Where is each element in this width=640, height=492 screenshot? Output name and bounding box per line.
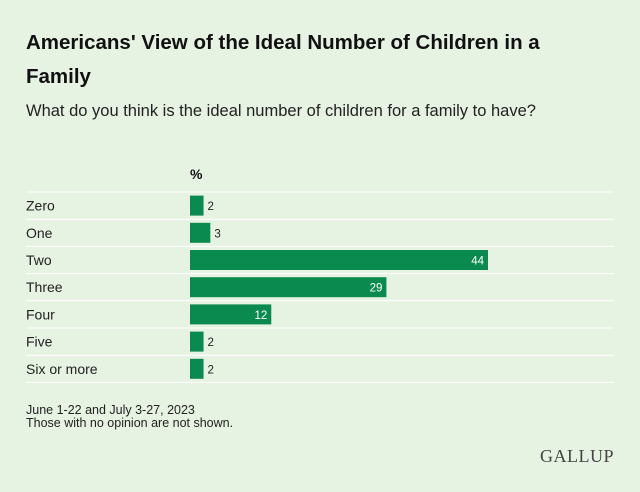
footnote-note: Those with no opinion are not shown. bbox=[26, 416, 234, 430]
bar bbox=[190, 222, 211, 243]
data-label: 2 bbox=[208, 201, 214, 213]
category-label: Two bbox=[26, 252, 52, 268]
data-label: 44 bbox=[471, 256, 484, 268]
category-label: One bbox=[26, 225, 53, 241]
bar bbox=[190, 250, 488, 270]
data-label: 29 bbox=[370, 283, 383, 295]
chart-subtitle: What do you think is the ideal number of… bbox=[26, 102, 536, 120]
data-label: 12 bbox=[254, 310, 267, 322]
category-label: Six or more bbox=[26, 361, 98, 377]
gallup-logo: GALLUP bbox=[540, 446, 614, 466]
bar-chart: Zero 2 One 3 Two 44 Three 29 Four 12 Five 2 Six or m… bbox=[26, 191, 614, 383]
bar bbox=[190, 277, 387, 298]
data-label: 3 bbox=[214, 228, 220, 240]
footnote: June 1-22 and July 3-27, 2023 Those with… bbox=[26, 404, 233, 430]
category-label: Zero bbox=[26, 198, 55, 214]
unit-label: % bbox=[190, 166, 203, 182]
data-label: 2 bbox=[208, 364, 214, 376]
category-label: Four bbox=[26, 306, 55, 322]
chart-title: Americans' View of the Ideal Number of C… bbox=[26, 31, 540, 88]
footnote-dates: June 1-22 and July 3-27, 2023 bbox=[26, 403, 195, 417]
bar bbox=[190, 331, 204, 352]
data-label: 2 bbox=[208, 337, 214, 349]
bar bbox=[190, 358, 204, 379]
bar bbox=[190, 304, 272, 325]
bar bbox=[190, 195, 204, 216]
category-label: Five bbox=[26, 334, 53, 350]
category-label: Three bbox=[26, 279, 63, 295]
